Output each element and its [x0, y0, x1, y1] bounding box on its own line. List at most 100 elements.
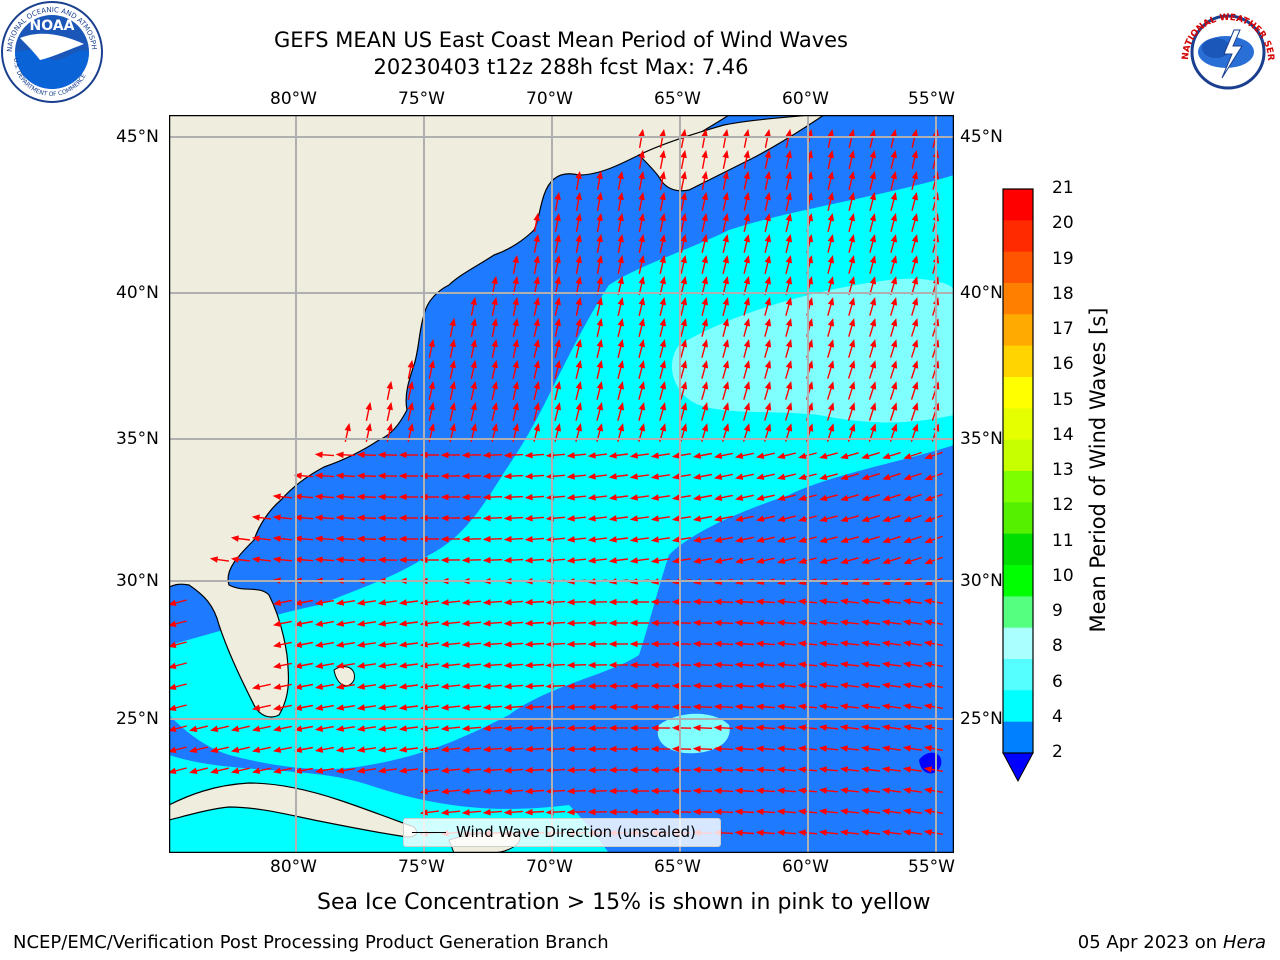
wind-arrow-head [629, 766, 638, 774]
wind-arrow-head [827, 339, 835, 348]
wind-arrow-head [272, 746, 282, 753]
wind-arrow-head [903, 495, 912, 502]
wind-arrow-head [785, 234, 793, 243]
wind-arrow-head [377, 514, 386, 522]
lon-label-top-55w: 55°W [908, 89, 955, 109]
wind-arrow-head [575, 170, 582, 180]
wind-arrow-head [470, 423, 478, 432]
wind-arrow-head [491, 359, 498, 369]
wind-arrow-head [776, 640, 785, 647]
lat-label-right-35n: 35°N [960, 429, 1003, 449]
wind-arrow-head [902, 682, 911, 689]
wind-arrow-head [860, 766, 870, 773]
wind-arrow-head [743, 360, 751, 369]
wind-arrow-head [230, 767, 240, 774]
wind-arrow-head [482, 556, 491, 564]
colorbar-tick-label: 11 [1052, 530, 1074, 551]
wind-arrow-head [701, 233, 708, 243]
wind-arrow-head [272, 683, 282, 690]
wind-arrow-head [491, 423, 499, 432]
wind-arrow-head [848, 213, 855, 222]
wind-arrow-head [440, 641, 449, 648]
wind-arrow-head [440, 472, 449, 480]
wind-arrow-head [743, 255, 751, 264]
wind-arrow-head [377, 451, 386, 459]
wind-arrow-head [377, 535, 386, 543]
wind-arrow-head [524, 619, 533, 627]
wind-arrow-head [272, 493, 281, 500]
wind-arrow-head [650, 682, 659, 690]
wind-arrow-head [629, 494, 639, 501]
wind-arrow-head [440, 788, 449, 795]
wind-arrow-head [398, 620, 408, 627]
wind-arrow-head [638, 402, 646, 411]
wind-arrow-head [440, 599, 449, 606]
wind-arrow-head [785, 318, 793, 327]
wind-arrow-head [743, 213, 750, 222]
wind-arrow-head [692, 598, 701, 606]
wind-arrow-head [839, 598, 848, 605]
wind-arrow-head [890, 171, 898, 180]
wind-arrow-head [398, 662, 408, 669]
wind-arrow-head [902, 787, 911, 794]
wind-arrow-head [461, 472, 470, 480]
wind-arrow-head [482, 493, 491, 501]
wind-arrow-head [881, 703, 891, 710]
wind-arrow-head [755, 787, 764, 794]
wind-arrow-head [848, 381, 856, 390]
wind-arrow-head [797, 766, 806, 773]
wind-arrow-head [587, 724, 596, 732]
wind-arrow-head [398, 767, 408, 774]
wind-arrow-head [911, 339, 919, 348]
colorbar-tick-label: 16 [1052, 354, 1074, 375]
wind-arrow-head [512, 423, 519, 432]
wind-arrow-head [882, 515, 891, 523]
wind-arrow-head [608, 515, 617, 522]
lon-label-bottom-80w: 80°W [270, 857, 317, 877]
colorbar [1002, 188, 1034, 783]
wind-arrow-head [911, 171, 918, 180]
wind-arrow-head [440, 535, 449, 543]
wind-arrow-head [890, 234, 898, 243]
lon-label-bottom-70w: 70°W [526, 857, 573, 877]
wind-arrow-head [734, 452, 744, 459]
wind-arrow-head [923, 745, 933, 752]
wind-arrow-head [482, 641, 491, 648]
wind-arrow-head [818, 787, 827, 794]
wind-arrow-head [713, 452, 723, 459]
wind-arrow-head [818, 682, 827, 689]
wind-arrow-head [722, 255, 730, 264]
wind-arrow-head [554, 381, 562, 390]
wind-arrow-head [482, 704, 491, 711]
wind-arrow-head [911, 234, 919, 243]
wind-arrow-head [722, 170, 729, 180]
wind-arrow-head [398, 451, 407, 459]
wind-arrow-head [777, 494, 786, 502]
wind-arrow-head [776, 682, 785, 689]
wind-arrow-head [491, 296, 498, 306]
wind-arrow-head [314, 493, 323, 500]
wind-arrow-head [293, 535, 302, 542]
wind-arrow-head [680, 212, 687, 222]
wind-arrow-head [869, 297, 877, 306]
wind-arrow-head [827, 234, 834, 243]
wind-arrow-head [503, 514, 512, 522]
wind-arrow-head [692, 640, 701, 648]
wind-arrow-head [903, 474, 912, 481]
wind-arrow-head [659, 212, 666, 222]
wind-arrow-head [365, 422, 372, 432]
lon-label-top-60w: 60°W [782, 89, 829, 109]
wind-arrow-head [356, 683, 365, 690]
wind-arrow-head [398, 641, 408, 648]
wind-arrow-head [344, 422, 351, 432]
wind-arrow-head [356, 556, 365, 564]
wind-arrow-head [785, 381, 793, 390]
wind-arrow-head [869, 234, 876, 243]
wind-arrow-head [461, 514, 470, 522]
wind-arrow-head [461, 535, 470, 543]
wind-arrow-head [407, 423, 414, 432]
wind-arrow-head [335, 472, 344, 480]
wind-arrow-head [722, 234, 729, 243]
wind-arrow-head [827, 318, 835, 327]
wind-arrow-head [722, 212, 729, 222]
